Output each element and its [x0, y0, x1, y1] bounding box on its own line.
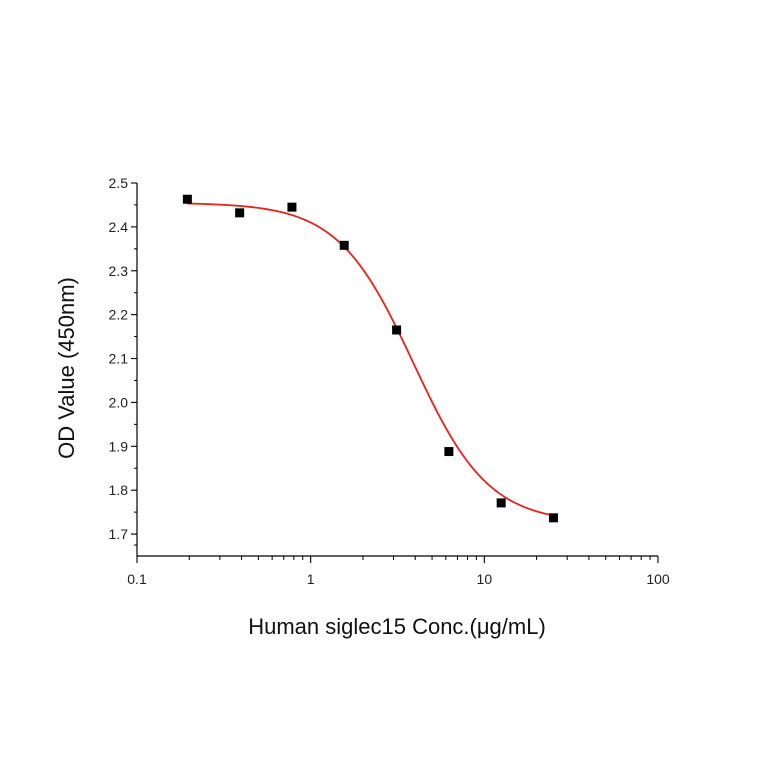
data-point [235, 208, 245, 218]
data-point [548, 513, 558, 523]
x-tick-label: 0.1 [127, 571, 147, 587]
data-points [182, 194, 558, 523]
data-point [182, 194, 192, 204]
x-tick-label: 100 [646, 571, 670, 587]
y-tick-label: 2.2 [109, 307, 129, 323]
ticks: 1.7 1.8 1.9 2.0 2.1 2.2 2.3 2.4 2.5 0.1 1 10 100 [109, 175, 670, 587]
y-tick-label: 1.7 [109, 526, 129, 542]
x-tick-label: 1 [307, 571, 315, 587]
y-tick-label: 2.4 [109, 219, 129, 235]
fit-curve [187, 202, 554, 517]
data-point [392, 325, 402, 335]
y-tick-label: 2.1 [109, 351, 129, 367]
y-tick-label: 2.5 [109, 175, 129, 191]
axes [136, 183, 658, 557]
y-axis-title: OD Value (450nm) [54, 277, 79, 459]
x-axis-title: Human siglec15 Conc.(μg/mL) [248, 614, 546, 639]
data-point [339, 240, 349, 250]
y-tick-label: 2.3 [109, 263, 129, 279]
y-tick-label: 1.9 [109, 438, 129, 454]
data-point [496, 498, 506, 508]
y-tick-label: 1.8 [109, 482, 129, 498]
data-point [287, 202, 297, 212]
y-tick-label: 2.0 [109, 394, 129, 410]
data-point [444, 447, 454, 457]
x-tick-label: 10 [477, 571, 493, 587]
